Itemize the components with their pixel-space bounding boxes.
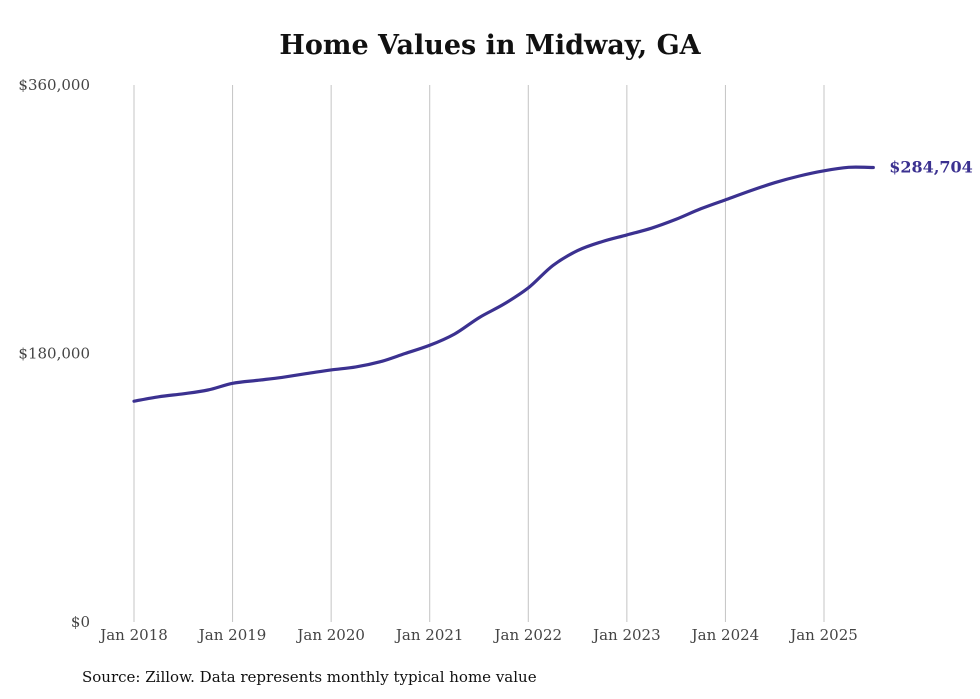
y-axis-ticks: $0 $180,000 $360,000 xyxy=(18,76,90,631)
x-tick-label: Jan 2024 xyxy=(690,626,760,644)
chart-title: Home Values in Midway, GA xyxy=(279,30,701,61)
source-note: Source: Zillow. Data represents monthly … xyxy=(82,668,537,686)
vertical-gridlines xyxy=(133,85,825,622)
x-tick-label: Jan 2025 xyxy=(788,626,858,644)
x-tick-label: Jan 2021 xyxy=(394,626,464,644)
end-value-label: $284,704 xyxy=(889,157,973,176)
y-tick-label: $180,000 xyxy=(18,345,90,363)
home-value-line xyxy=(132,165,875,403)
x-tick-label: Jan 2020 xyxy=(295,626,365,644)
x-tick-label: Jan 2023 xyxy=(591,626,661,644)
x-tick-label: Jan 2019 xyxy=(197,626,267,644)
y-tick-label: $360,000 xyxy=(18,76,90,94)
x-axis-ticks: Jan 2018 Jan 2019 Jan 2020 Jan 2021 Jan 2022… xyxy=(98,626,858,644)
x-tick-label: Jan 2022 xyxy=(493,626,563,644)
x-tick-label: Jan 2018 xyxy=(98,626,168,644)
y-tick-label: $0 xyxy=(71,613,90,631)
line-chart: $0$180,000$360,000 Jan 2018 Jan 2019 Jan 2… xyxy=(18,76,973,644)
